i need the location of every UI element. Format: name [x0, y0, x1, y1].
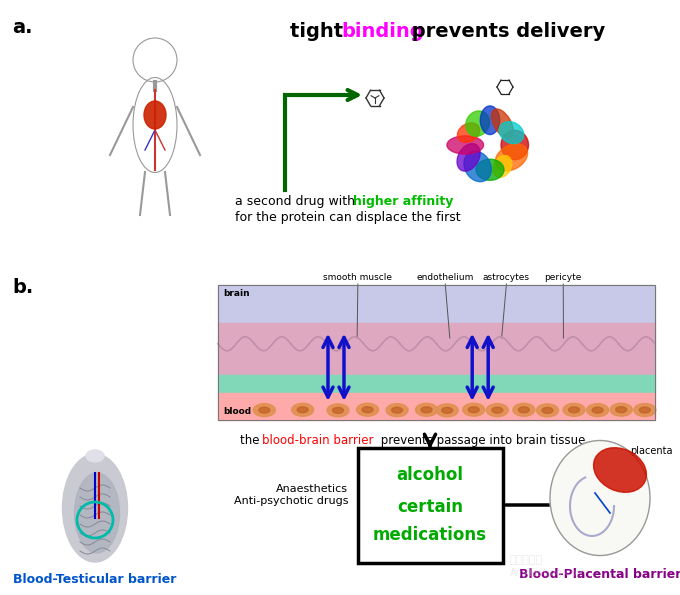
Ellipse shape	[458, 123, 479, 142]
Ellipse shape	[362, 407, 373, 413]
Text: certain: certain	[397, 498, 463, 516]
Text: pericyte: pericyte	[545, 273, 582, 282]
Ellipse shape	[493, 155, 512, 177]
Bar	[218, 285, 655, 323]
Ellipse shape	[297, 407, 308, 413]
Ellipse shape	[259, 407, 270, 413]
Ellipse shape	[253, 403, 275, 416]
Ellipse shape	[333, 408, 343, 414]
Ellipse shape	[501, 130, 528, 159]
Ellipse shape	[447, 136, 483, 154]
Ellipse shape	[495, 144, 528, 171]
Text: higher affinity: higher affinity	[353, 195, 454, 208]
Text: b.: b.	[12, 278, 33, 297]
Text: a second drug with: a second drug with	[235, 195, 359, 208]
Ellipse shape	[63, 454, 128, 562]
Text: Anaesthetics
Anti-psychotic drugs: Anaesthetics Anti-psychotic drugs	[233, 484, 348, 506]
Ellipse shape	[550, 440, 650, 556]
Bar	[218, 285, 655, 420]
Ellipse shape	[592, 407, 603, 413]
Ellipse shape	[615, 407, 627, 413]
Ellipse shape	[436, 404, 458, 417]
Text: medications: medications	[373, 526, 487, 544]
Ellipse shape	[563, 403, 585, 416]
Ellipse shape	[513, 403, 535, 416]
Text: binding: binding	[341, 22, 424, 41]
Ellipse shape	[457, 143, 480, 171]
Text: the: the	[240, 434, 263, 447]
Ellipse shape	[492, 109, 513, 138]
Text: 嘉峪检测网: 嘉峪检测网	[510, 555, 543, 565]
Ellipse shape	[292, 403, 313, 416]
Ellipse shape	[492, 407, 503, 413]
Text: Blood-Testicular barrier: Blood-Testicular barrier	[14, 573, 177, 586]
Text: blood-brain barrier: blood-brain barrier	[262, 434, 373, 447]
Ellipse shape	[610, 403, 632, 416]
Ellipse shape	[480, 106, 500, 134]
Text: a.: a.	[12, 18, 33, 37]
Ellipse shape	[499, 121, 524, 143]
Ellipse shape	[542, 408, 553, 414]
Ellipse shape	[486, 403, 509, 416]
Ellipse shape	[392, 407, 403, 413]
Text: Blood-Placental barrier: Blood-Placental barrier	[519, 568, 680, 581]
Ellipse shape	[144, 101, 166, 129]
Text: endothelium: endothelium	[417, 273, 474, 282]
Text: tight: tight	[290, 22, 350, 41]
Ellipse shape	[415, 403, 437, 416]
Ellipse shape	[639, 407, 650, 413]
Ellipse shape	[421, 407, 432, 413]
Ellipse shape	[327, 404, 349, 417]
Ellipse shape	[518, 407, 529, 413]
Text: astrocytes: astrocytes	[483, 273, 530, 282]
Bar	[218, 393, 655, 420]
Bar	[218, 375, 655, 393]
Text: for the protein can displace the first: for the protein can displace the first	[235, 211, 460, 224]
Text: brain: brain	[223, 289, 250, 298]
Ellipse shape	[587, 403, 609, 416]
Ellipse shape	[537, 404, 558, 417]
Text: prevents delivery: prevents delivery	[405, 22, 605, 41]
Ellipse shape	[442, 408, 453, 414]
Ellipse shape	[476, 159, 504, 180]
Ellipse shape	[594, 447, 647, 492]
Ellipse shape	[634, 403, 656, 416]
Ellipse shape	[386, 403, 408, 416]
Ellipse shape	[466, 111, 490, 136]
Ellipse shape	[462, 403, 485, 416]
Bar	[218, 323, 655, 375]
Text: placenta: placenta	[630, 446, 673, 456]
Ellipse shape	[464, 151, 492, 181]
Ellipse shape	[86, 450, 104, 462]
Text: blood: blood	[223, 407, 251, 416]
Ellipse shape	[469, 407, 479, 413]
Text: alcohol: alcohol	[396, 466, 464, 484]
Text: smooth muscle: smooth muscle	[324, 273, 392, 282]
Bar	[358, 448, 503, 563]
Text: prevents passage into brain tissue: prevents passage into brain tissue	[377, 434, 585, 447]
Text: AnyTesting.com: AnyTesting.com	[510, 568, 587, 578]
Ellipse shape	[568, 407, 579, 413]
Ellipse shape	[75, 473, 120, 553]
Ellipse shape	[356, 403, 379, 416]
